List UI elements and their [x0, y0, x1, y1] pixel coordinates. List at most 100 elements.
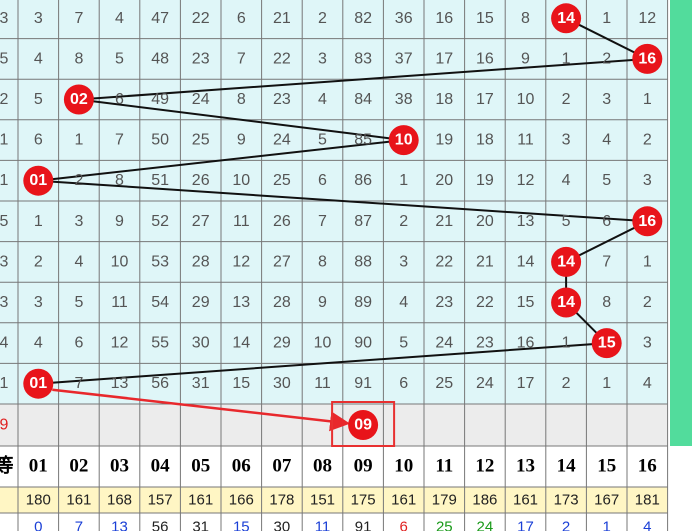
cell-number: 24: [192, 91, 210, 108]
prediction-box: [331, 401, 396, 447]
cell-number: 21: [273, 10, 291, 27]
cell-number: 2: [602, 50, 611, 67]
cell-number: 52: [151, 213, 169, 230]
cell-number: 91: [354, 375, 372, 392]
cell-number: 16: [476, 50, 494, 67]
cell-number: 6: [602, 213, 611, 230]
total: 157: [148, 492, 173, 509]
header-number: 09: [354, 456, 373, 477]
header-number: 14: [557, 456, 577, 477]
cell-number: 6: [34, 132, 43, 149]
cell-number: 54: [151, 294, 169, 311]
cell-number: 85: [354, 132, 372, 149]
cell-number: 29: [192, 294, 210, 311]
cell-number: 13: [111, 375, 129, 392]
ball-number: 15: [598, 335, 616, 352]
cell-number: 1: [34, 213, 43, 230]
cell-number: 17: [435, 50, 453, 67]
side-strip: [670, 0, 692, 446]
header-number: 02: [69, 456, 88, 477]
cell-number: 88: [354, 253, 372, 270]
last-row-number: 7: [75, 519, 83, 531]
total: 161: [66, 492, 91, 509]
cell-number: 27: [192, 213, 210, 230]
total: 179: [432, 492, 457, 509]
cell-number: 16: [517, 335, 535, 352]
cell-number: 47: [151, 10, 169, 27]
cell-number: 23: [273, 91, 291, 108]
cell-number: 10: [314, 335, 332, 352]
cell-number: 55: [151, 335, 169, 352]
cell-number: 12: [517, 172, 535, 189]
header-number: 11: [435, 456, 453, 477]
ball: [348, 410, 379, 440]
total: 180: [26, 492, 51, 509]
header-number: 15: [597, 456, 616, 477]
cell-number: 26: [192, 172, 210, 189]
cell-number: 1: [562, 335, 571, 352]
cell-number: 8: [318, 253, 327, 270]
cell-number: 19: [476, 172, 494, 189]
header-number: 16: [638, 456, 657, 477]
ball-number: 14: [557, 253, 575, 270]
cell-number: 21: [476, 253, 494, 270]
trend-line: [38, 17, 652, 385]
cell-number: 22: [192, 10, 210, 27]
cell-number: 4: [318, 91, 327, 108]
cell-number: 3: [318, 50, 327, 67]
cell-number: 9: [115, 213, 124, 230]
cell-number: 20: [476, 213, 494, 230]
cell-number: 2: [643, 132, 652, 149]
cell-number: 5: [399, 335, 408, 352]
cell-number: 15: [476, 10, 494, 27]
cell-number: 3: [74, 213, 83, 230]
ball: [632, 206, 663, 237]
ball: [551, 246, 582, 277]
row-lead: 1: [0, 375, 9, 392]
total: 151: [310, 492, 335, 509]
cell-number: 15: [517, 294, 535, 311]
header-number: 07: [272, 456, 292, 477]
last-row-number: 1: [603, 519, 611, 531]
header-lead: 等: [0, 454, 14, 477]
cell-number: 1: [643, 91, 652, 108]
cell-number: 3: [562, 132, 571, 149]
cell-number: 1: [602, 10, 611, 27]
cell-number: 9: [318, 294, 327, 311]
cell-number: 16: [435, 10, 453, 27]
cell-number: 14: [517, 253, 535, 270]
cell-number: 12: [111, 335, 129, 352]
cell-number: 24: [476, 375, 494, 392]
last-row-number: 6: [400, 519, 408, 531]
last-row-number: 30: [274, 519, 291, 531]
cell-number: 10: [232, 172, 250, 189]
cell-number: 1: [643, 253, 652, 270]
cell-number: 10: [517, 91, 535, 108]
cell-number: 20: [435, 172, 453, 189]
total: 173: [554, 492, 579, 509]
ball: [551, 287, 582, 318]
last-row-number: 24: [477, 519, 494, 531]
cell-number: 11: [517, 132, 534, 149]
ball: [63, 84, 94, 115]
last-row-number: 4: [643, 519, 651, 531]
ball: [23, 165, 54, 196]
cell-number: 5: [115, 50, 124, 67]
cell-number: 38: [395, 91, 413, 108]
cell-number: 28: [192, 253, 210, 270]
header-number: 04: [151, 456, 171, 477]
cell-number: 36: [395, 10, 413, 27]
cell-number: 89: [354, 294, 372, 311]
cell-number: 23: [192, 50, 210, 67]
cell-number: 21: [435, 213, 453, 230]
ball-number: 09: [354, 417, 372, 434]
header-number: 01: [29, 456, 48, 477]
cell-number: 49: [151, 91, 169, 108]
ball: [551, 3, 582, 34]
cell-number: 7: [237, 50, 246, 67]
cell-number: 8: [602, 294, 611, 311]
cell-number: 30: [273, 375, 291, 392]
cell-number: 51: [151, 172, 169, 189]
last-row-number: 91: [355, 519, 372, 531]
cell-number: 53: [151, 253, 169, 270]
